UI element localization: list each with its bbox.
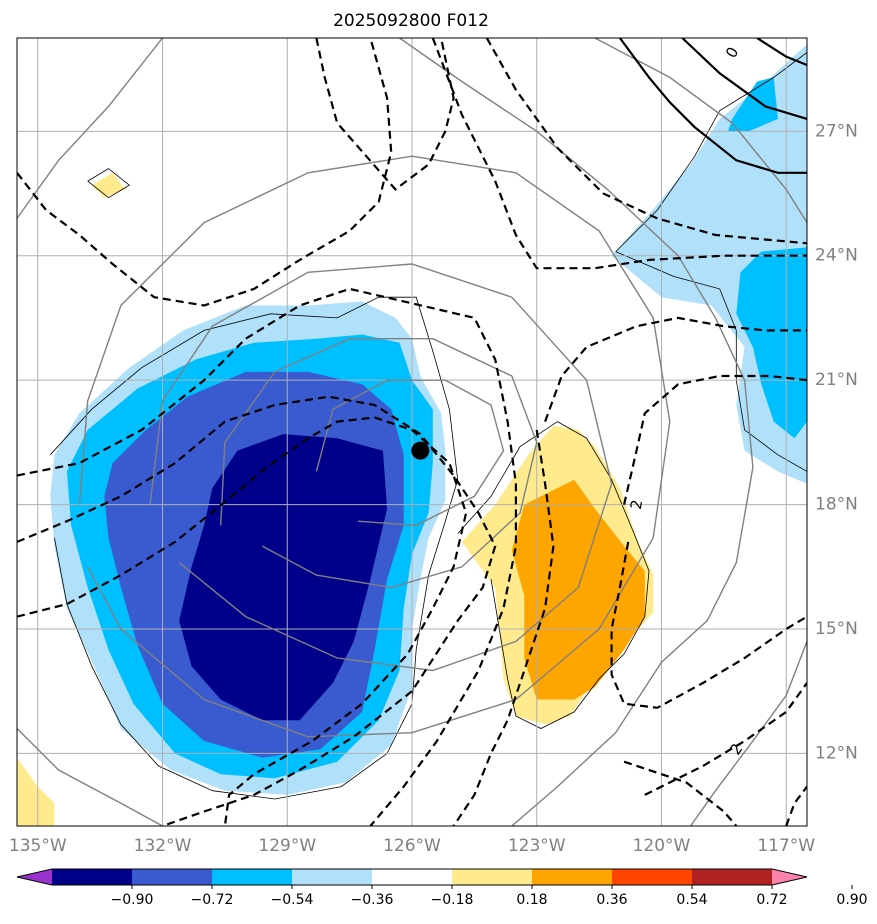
gray-contour-lines [17,38,807,826]
dashed-contour [544,316,807,422]
filled-region [736,247,807,439]
gray-contour [594,38,807,223]
x-tick-label: 132°W [134,836,192,856]
plot-frame [16,37,808,827]
y-tick-label: 12°N [815,743,858,763]
dashed-contour [452,429,555,826]
dashed-contour [17,38,393,307]
x-tick-label: 120°W [633,836,691,856]
dashed-contour [644,682,807,796]
x-tick-label: 126°W [383,836,441,856]
colorbar-segment [212,869,293,885]
dashed-contour [431,38,807,270]
y-tick-label: 27°N [815,121,858,141]
colorbar-outline [16,868,808,886]
longitude-tick-labels: 135°W 132°W 129°W 126°W 123°W 120°W 117°W [9,836,815,856]
y-tick-label: 21°N [815,370,858,390]
colorbar-tick-label: 0.18 [516,892,547,908]
colorbar-tick-label: 0.54 [676,892,707,908]
colorbar-segment [372,869,453,885]
shading-outline [50,296,459,800]
colorbar-extend-high [772,869,807,885]
colorbar-segment [612,869,693,885]
dashed-contour-lines [17,38,807,826]
colorbar-segment [292,869,373,885]
solid-contour [619,38,807,174]
colorbar-extend-low [17,869,52,885]
contour-label: 2 [627,498,646,511]
filled-region [728,77,778,132]
colorbar-segment [52,869,133,885]
colorbar-tick-label: −0.90 [111,892,154,908]
gray-contour [149,263,613,672]
colorbar-segment [452,869,533,885]
gray-contour [17,728,163,826]
dashed-contour [485,38,807,245]
colorbar-segment [692,869,773,885]
colorbar-tick-label: 0.72 [756,892,787,908]
y-tick-label: 24°N [815,246,858,266]
plot-area: 022 [17,38,807,826]
y-tick-label: 15°N [815,619,858,639]
chart-title: 2025092800 F012 [333,11,489,31]
shading-outline [615,52,807,252]
x-tick-label: 117°W [757,836,815,856]
colorbar-tick-label: −0.36 [351,892,394,908]
gray-contour [220,338,538,589]
colorbar: −0.90 −0.72 −0.54 −0.36 −0.18 0.18 0.36 0.54 0.7… [16,868,868,908]
gray-contour [690,641,807,826]
dashed-contour [315,38,455,191]
x-tick-label: 135°W [9,836,67,856]
gray-contour [315,379,505,527]
dashed-contour [610,541,807,709]
colorbar-segment [532,869,613,885]
shading-outline [615,251,807,472]
y-tick-label: 18°N [815,495,858,515]
dashed-contour [623,760,738,826]
dashed-contour [623,374,807,505]
solid-contour [756,38,807,67]
shading-outline [87,168,130,199]
gray-contour [399,38,754,826]
dashed-contour [17,416,468,826]
filled-region [17,757,55,826]
storm-center-marker [411,441,430,460]
filled-region [179,434,388,721]
x-tick-label: 129°W [258,836,316,856]
colorbar-segment [132,869,213,885]
colorbar-tick-label: −0.54 [271,892,314,908]
gray-contour [78,155,671,738]
solid-contour [681,38,807,120]
colorbar-tick-label: −0.72 [191,892,234,908]
solid-contour-lines [619,38,807,174]
colorbar-tick-label: −0.18 [431,892,474,908]
latitude-tick-labels: 12°N 15°N 18°N 21°N 24°N 27°N [815,121,858,763]
colorbar-tick-label: 0.36 [596,892,627,908]
gray-contour [17,38,164,219]
dashed-contour [17,287,518,826]
x-tick-label: 123°W [508,836,566,856]
colorbar-tick-label: 0.90 [836,892,867,908]
dashed-contour [17,395,497,826]
